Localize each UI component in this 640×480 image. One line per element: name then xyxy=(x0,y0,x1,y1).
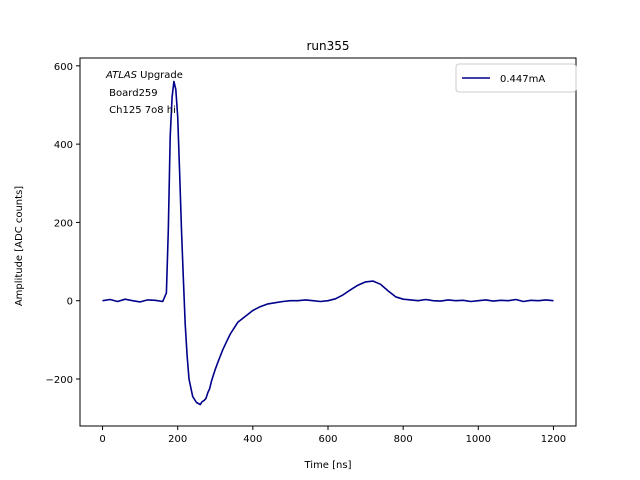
annotation-line-1: ATLAS Upgrade xyxy=(105,70,183,81)
annotation-upgrade: Upgrade xyxy=(137,70,183,81)
y-axis-label: Amplitude [ADC counts] xyxy=(14,186,25,306)
x-tick-label: 1000 xyxy=(466,434,491,445)
legend: 0.447mA xyxy=(455,63,577,93)
x-tick-label: 0 xyxy=(99,434,105,445)
annotation-atlas-italic: ATLAS xyxy=(105,70,138,81)
legend-frame xyxy=(455,63,577,93)
x-tick-label: 400 xyxy=(243,434,262,445)
plot-area xyxy=(102,80,554,406)
x-tick-label: 600 xyxy=(318,434,337,445)
x-axis-label: Time [ns] xyxy=(303,460,351,471)
chart-title: run355 xyxy=(306,39,349,53)
x-tick-label: 800 xyxy=(394,434,413,445)
x-tick-label: 200 xyxy=(168,434,187,445)
y-tick-label: −200 xyxy=(46,375,73,386)
axes: 0 200 400 600 800 1000 1200 −200 0 200 400 600 xyxy=(46,57,577,445)
y-tick-label: 0 xyxy=(67,297,73,308)
legend-label: 0.447mA xyxy=(500,74,545,85)
series-line-0 xyxy=(102,80,554,406)
x-tick-label: 1200 xyxy=(541,434,566,445)
y-tick-label: 200 xyxy=(54,218,73,229)
y-tick-label: 400 xyxy=(54,140,73,151)
atlas-annotation: ATLAS Upgrade Board259 Ch125 7o8 hi xyxy=(105,70,183,116)
annotation-line-2: Board259 xyxy=(106,88,158,99)
annotation-line-3: Ch125 7o8 hi xyxy=(106,105,176,116)
y-tick-label: 600 xyxy=(54,62,73,73)
